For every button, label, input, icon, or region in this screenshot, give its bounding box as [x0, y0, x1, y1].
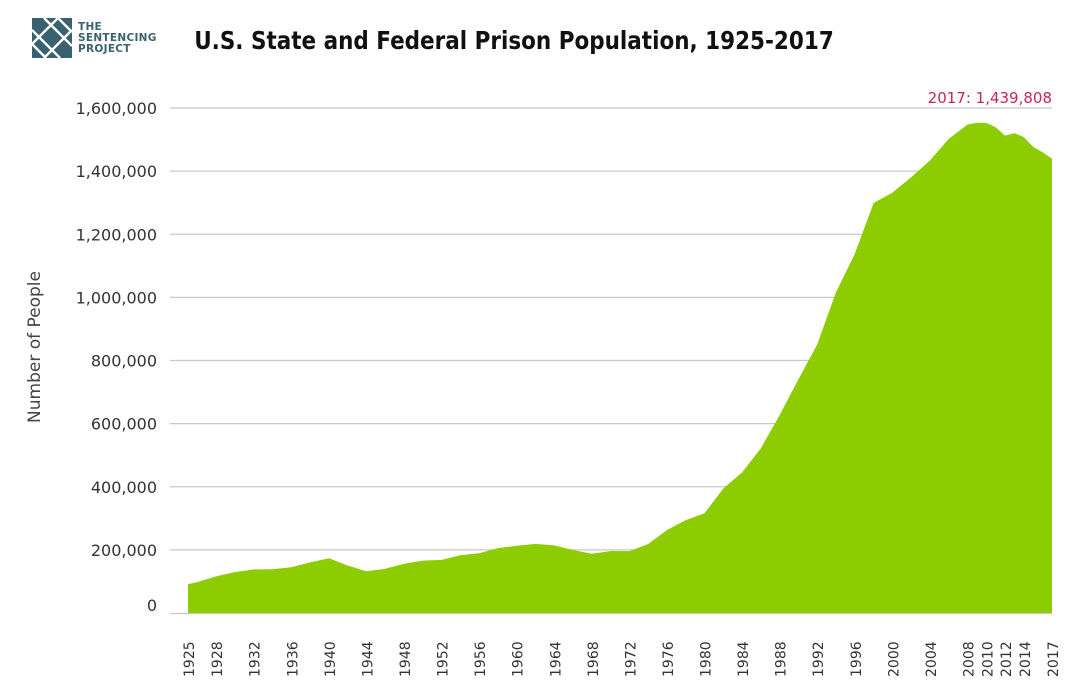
x-tick-label: 1964 — [548, 641, 564, 677]
x-tick-label: 1988 — [774, 641, 790, 677]
x-tick-label: 2017 — [1046, 641, 1062, 677]
x-tick-label: 1980 — [699, 641, 715, 677]
x-tick-label: 2008 — [962, 641, 978, 677]
y-tick-label: 1,000,000 — [76, 288, 157, 307]
y-tick-label: 600,000 — [91, 415, 157, 434]
y-tick-label: 400,000 — [91, 478, 157, 497]
x-tick-label: 1960 — [511, 641, 527, 677]
x-tick-label: 2014 — [1018, 641, 1034, 677]
y-tick-label: 1,400,000 — [76, 162, 157, 181]
y-tick-label: 200,000 — [91, 541, 157, 560]
sentencing-project-logo-mark-icon — [31, 17, 73, 59]
x-tick-label: 1944 — [360, 641, 376, 677]
y-axis-label: Number of People — [25, 271, 45, 423]
x-tick-label: 1952 — [436, 641, 452, 677]
x-tick-label: 1940 — [323, 641, 339, 677]
x-tick-label: 1936 — [285, 641, 301, 677]
x-tick-label: 1968 — [586, 641, 602, 677]
y-tick-label: 1,600,000 — [76, 99, 157, 118]
x-tick-label: 2012 — [999, 641, 1015, 677]
x-tick-label: 1972 — [623, 641, 639, 677]
logo-line-2: SENTENCING — [78, 32, 157, 44]
x-tick-label: 2000 — [886, 641, 902, 677]
logo-text: THE SENTENCING PROJECT — [78, 22, 157, 55]
y-axis-ticks: 0 200,000 400,000 600,000 800,000 1,000,000 1,… — [76, 99, 157, 615]
x-tick-label: 1948 — [398, 641, 414, 677]
x-tick-label: 1992 — [811, 641, 827, 677]
x-tick-label: 2010 — [980, 641, 996, 677]
logo: THE SENTENCING PROJECT — [30, 16, 170, 62]
x-tick-label: 1928 — [210, 641, 226, 677]
y-tick-label: 0 — [147, 596, 157, 615]
chart-title: U.S. State and Federal Prison Population… — [194, 26, 834, 55]
y-tick-label: 1,200,000 — [76, 225, 157, 244]
latest-value-annotation: 2017: 1,439,808 — [928, 89, 1052, 107]
prison-population-area — [188, 122, 1052, 613]
y-tick-label: 800,000 — [91, 352, 157, 371]
x-tick-label: 2004 — [924, 641, 940, 677]
x-tick-label: 1956 — [473, 641, 489, 677]
x-tick-label: 1996 — [849, 641, 865, 677]
x-tick-label: 1932 — [248, 641, 264, 677]
x-tick-label: 1925 — [182, 641, 198, 677]
x-tick-label: 1984 — [736, 641, 752, 677]
x-axis-ticks: 1925 1928 1932 1936 1940 1944 1948 1952 1956 1960… — [182, 641, 1062, 677]
logo-line-3: PROJECT — [78, 43, 131, 55]
logo-line-1: THE — [78, 21, 103, 33]
x-tick-label: 1976 — [661, 641, 677, 677]
